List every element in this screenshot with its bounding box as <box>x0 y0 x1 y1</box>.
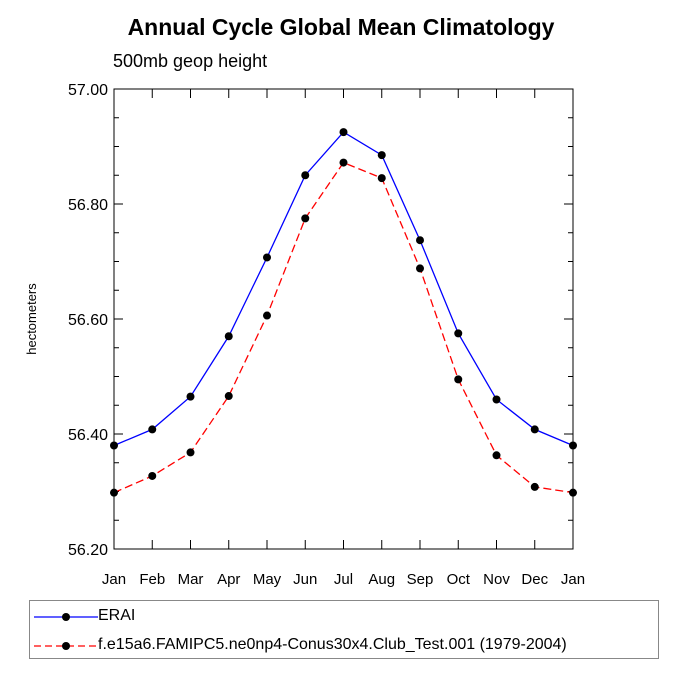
x-tick-label: Dec <box>521 571 548 588</box>
major-ticks <box>113 88 574 550</box>
x-tick-label: Jul <box>334 571 353 588</box>
legend-swatch-erai <box>34 613 98 621</box>
data-point-s0-7 <box>377 151 386 160</box>
y-tick-label: 57.00 <box>68 82 108 99</box>
data-point-s1-4 <box>263 311 271 320</box>
data-point-s1-10 <box>492 451 501 460</box>
data-point-s0-4 <box>263 253 271 262</box>
data-point-s1-5 <box>301 214 310 223</box>
data-point-s0-9 <box>454 329 463 338</box>
y-tick-label: 56.20 <box>68 542 108 559</box>
legend-label-erai: ERAI <box>98 607 136 624</box>
chart-subtitle: 500mb geop height <box>113 51 268 71</box>
data-point-s1-6 <box>339 158 348 167</box>
series-layer <box>110 128 577 497</box>
data-point-s0-10 <box>492 395 501 404</box>
chart-title: Annual Cycle Global Mean Climatology <box>127 14 555 40</box>
data-point-s0-3 <box>224 332 233 341</box>
x-tick-labels: Jan Feb Mar Apr May Jun Jul Aug Sep Oct Nov Dec Jan <box>102 571 585 588</box>
data-point-s0-5 <box>301 171 310 180</box>
x-tick-label: Oct <box>447 571 471 588</box>
data-point-s1-1 <box>148 471 157 480</box>
plot-frame <box>113 88 574 550</box>
y-tick-labels: 56.20 56.40 56.60 56.80 57.00 <box>68 82 108 559</box>
data-point-s0-6 <box>339 128 348 137</box>
minor-ticks <box>114 117 573 521</box>
data-point-s1-8 <box>416 264 424 273</box>
x-tick-label: Jan <box>561 571 585 588</box>
y-tick-label: 56.60 <box>68 312 108 329</box>
data-point-s1-3 <box>224 392 233 401</box>
data-point-s1-9 <box>454 375 463 384</box>
data-point-s0-1 <box>148 425 157 434</box>
x-tick-label: Aug <box>368 571 395 588</box>
line-chart: 56.20 56.40 56.60 56.80 57.00 Jan Feb Mar Apr Ma… <box>24 82 585 588</box>
data-point-s1-2 <box>186 448 195 457</box>
legend-item-erai: ERAI <box>30 604 658 630</box>
data-point-s0-2 <box>186 392 195 401</box>
x-tick-label: May <box>253 571 282 588</box>
x-tick-label: Mar <box>178 571 204 588</box>
legend-label-model: f.e15a6.FAMIPC5.ne0np4-Conus30x4.Club_Te… <box>98 636 567 653</box>
y-tick-label: 56.40 <box>68 427 108 444</box>
x-tick-label: Jun <box>293 571 317 588</box>
legend-swatch-model <box>34 642 98 650</box>
legend: ERAI f.e15a6.FAMIPC5.ne0np4-Conus30x4.Cl… <box>29 600 659 659</box>
legend-item-model: f.e15a6.FAMIPC5.ne0np4-Conus30x4.Club_Te… <box>30 633 658 659</box>
data-point-s1-11 <box>530 482 539 491</box>
x-tick-label: Sep <box>407 571 434 588</box>
x-tick-label: Nov <box>483 571 510 588</box>
series-line-0 <box>113 131 574 447</box>
x-tick-label: Apr <box>217 571 240 588</box>
x-tick-label: Jan <box>102 571 126 588</box>
data-point-s0-8 <box>416 236 424 245</box>
data-point-s0-11 <box>530 425 539 434</box>
y-axis-label: hectometers <box>24 283 39 355</box>
data-point-s1-7 <box>377 174 386 183</box>
x-tick-label: Feb <box>139 571 165 588</box>
series-line-1 <box>113 161 574 494</box>
y-tick-label: 56.80 <box>68 197 108 214</box>
